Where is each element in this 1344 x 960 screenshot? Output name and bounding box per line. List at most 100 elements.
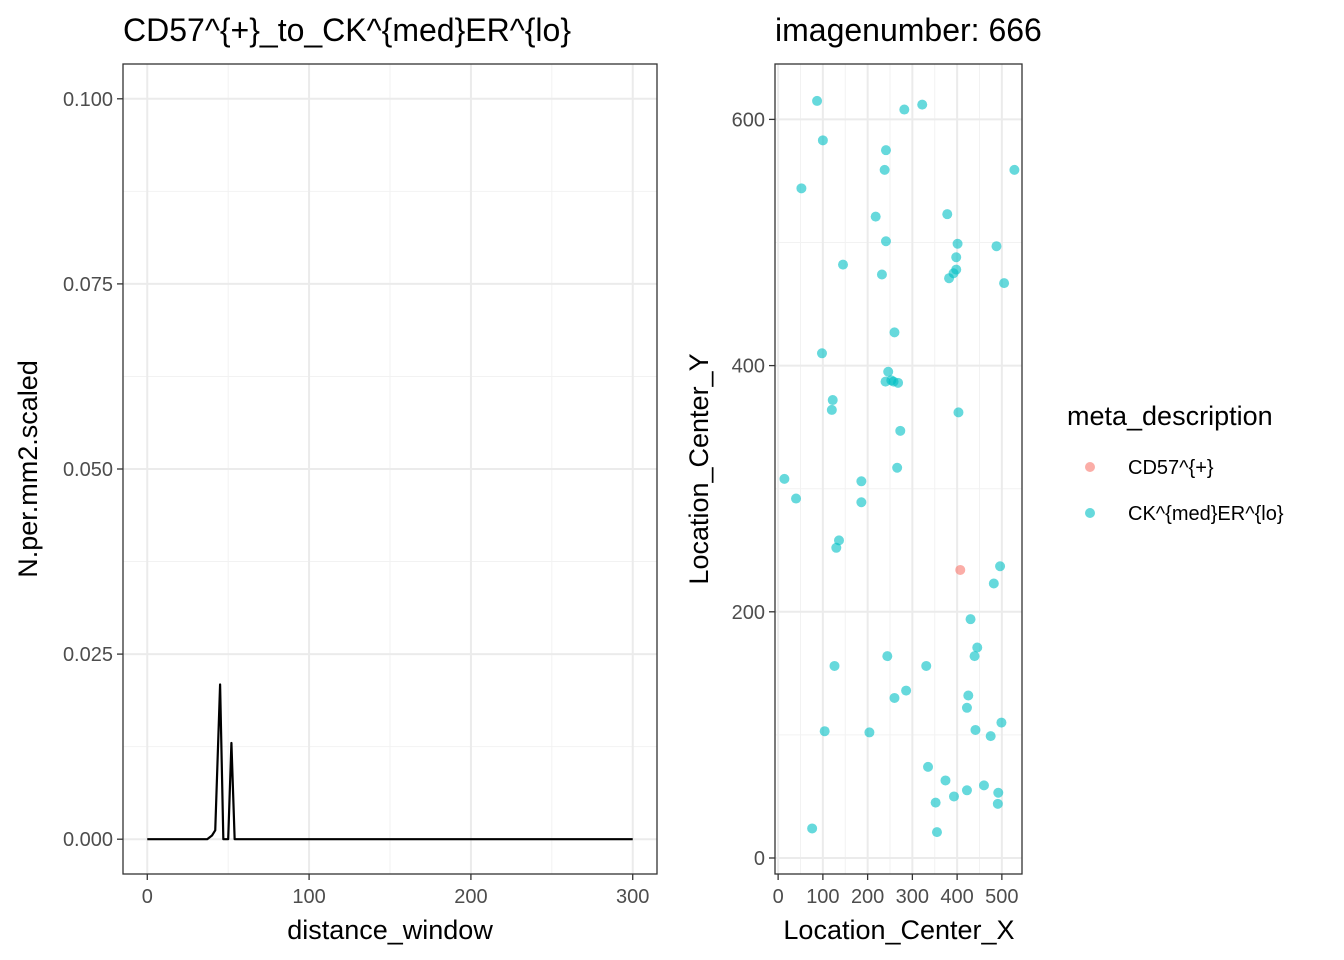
legend-key: [1085, 462, 1095, 472]
x-tick-label: 100: [806, 886, 839, 908]
scatter-point: [880, 236, 891, 247]
x-tick-label: 300: [896, 886, 929, 908]
legend: meta_description CD57^{+} CK^{med}ER^{lo}: [1067, 401, 1284, 525]
scatter-point: [970, 724, 981, 735]
chart-title: imagenumber: 666: [775, 12, 1042, 48]
scatter-point: [826, 404, 837, 415]
y-tick-label: 0: [754, 848, 765, 870]
scatter-point: [796, 183, 807, 194]
scatter-point: [880, 145, 891, 156]
scatter-point: [807, 823, 818, 834]
y-tick-label: 200: [732, 602, 765, 624]
x-tick-label: 500: [985, 886, 1018, 908]
series-lines: [147, 683, 633, 841]
y-tick-label: 0.025: [63, 644, 113, 666]
scatter-point: [779, 473, 790, 484]
y-tick-label: 0.050: [63, 459, 113, 481]
scatter-point: [963, 690, 974, 701]
y-tick-label: 400: [732, 356, 765, 378]
scatter-point: [876, 269, 887, 280]
scatter-point: [816, 348, 827, 359]
chart-title: CD57^{+}_to_CK^{med}ER^{lo}: [123, 12, 571, 48]
plot-border: [774, 63, 1023, 875]
scatter-point: [880, 376, 891, 387]
scatter-point: [829, 660, 840, 671]
scatter-point: [819, 726, 830, 737]
x-axis-label: distance_window: [287, 915, 493, 945]
scatter-point: [992, 798, 1003, 809]
x-tick-label: 0: [773, 886, 784, 908]
x-tick-label: 200: [454, 886, 487, 908]
scatter-point: [993, 787, 1004, 798]
scatter-point: [931, 827, 942, 838]
scatter-point: [944, 273, 955, 284]
scatter-point: [856, 497, 867, 508]
scatter-point: [991, 241, 1002, 252]
scatter-point: [917, 99, 928, 110]
scatter-point: [952, 238, 963, 249]
y-tick-label: 0.100: [63, 89, 113, 111]
scatter-point: [838, 259, 849, 270]
scatter-points: [779, 95, 1020, 838]
scatter-point: [889, 327, 900, 338]
scatter-point: [988, 578, 999, 589]
scatter-point: [812, 95, 823, 106]
scatter-point: [985, 731, 996, 742]
scatter-point: [942, 209, 953, 220]
scatter-point: [948, 791, 959, 802]
scatter-point: [893, 377, 904, 388]
scatter-point: [856, 476, 867, 487]
x-tick-label: 0: [142, 886, 153, 908]
scatter-point: [889, 692, 900, 703]
y-axis-ticks: 0 200 400 600: [732, 109, 775, 870]
gridlines: [775, 64, 1022, 874]
scatter-point: [791, 493, 802, 504]
scatter-point: [961, 702, 972, 713]
scatter-point: [953, 407, 964, 418]
scatter-point: [899, 104, 910, 115]
scatter-point: [864, 727, 875, 738]
scatter-point: [870, 211, 881, 222]
y-tick-label: 0.075: [63, 274, 113, 296]
scatter-point: [923, 761, 934, 772]
legend-label: CK^{med}ER^{lo}: [1128, 503, 1284, 525]
scatter-point: [999, 278, 1010, 289]
scatter-chart-panel: 0 100 200 300 400 500 0 200 400 600 imagenumber:…: [684, 12, 1042, 945]
series-line: [147, 683, 633, 841]
line-chart-panel: 0 100 200 300 0.000 0.025 0.050 0.075 0.100 CD5…: [13, 12, 658, 945]
scatter-point: [827, 395, 838, 406]
scatter-point: [921, 660, 932, 671]
scatter-point: [1009, 164, 1020, 175]
scatter-point: [961, 785, 972, 796]
scatter-point: [995, 561, 1006, 572]
legend-entries: CD57^{+} CK^{med}ER^{lo}: [1085, 457, 1284, 525]
y-axis-label: N.per.mm2.scaled: [13, 360, 43, 578]
y-tick-label: 0.000: [63, 829, 113, 851]
scatter-point: [883, 366, 894, 377]
scatter-point: [972, 642, 983, 653]
x-tick-label: 400: [940, 886, 973, 908]
x-tick-label: 300: [616, 886, 649, 908]
legend-title: meta_description: [1067, 401, 1273, 431]
scatter-point: [965, 614, 976, 625]
y-axis-ticks: 0.000 0.025 0.050 0.075 0.100: [63, 89, 123, 851]
scatter-point: [978, 780, 989, 791]
y-tick-label: 600: [732, 109, 765, 131]
scatter-point: [882, 651, 893, 662]
scatter-point: [831, 542, 842, 553]
scatter-point: [892, 462, 903, 473]
x-tick-label: 100: [292, 886, 325, 908]
x-axis-label: Location_Center_X: [783, 915, 1014, 945]
x-axis-ticks: 0 100 200 300: [142, 874, 649, 908]
scatter-point: [930, 797, 941, 808]
x-axis-ticks: 0 100 200 300 400 500: [773, 874, 1019, 908]
x-tick-label: 200: [851, 886, 884, 908]
scatter-point: [969, 651, 980, 662]
y-axis-label: Location_Center_Y: [684, 353, 714, 584]
scatter-point: [901, 685, 912, 696]
scatter-point: [817, 135, 828, 146]
scatter-point: [951, 252, 962, 263]
scatter-point: [940, 775, 951, 786]
scatter-point: [879, 164, 890, 175]
